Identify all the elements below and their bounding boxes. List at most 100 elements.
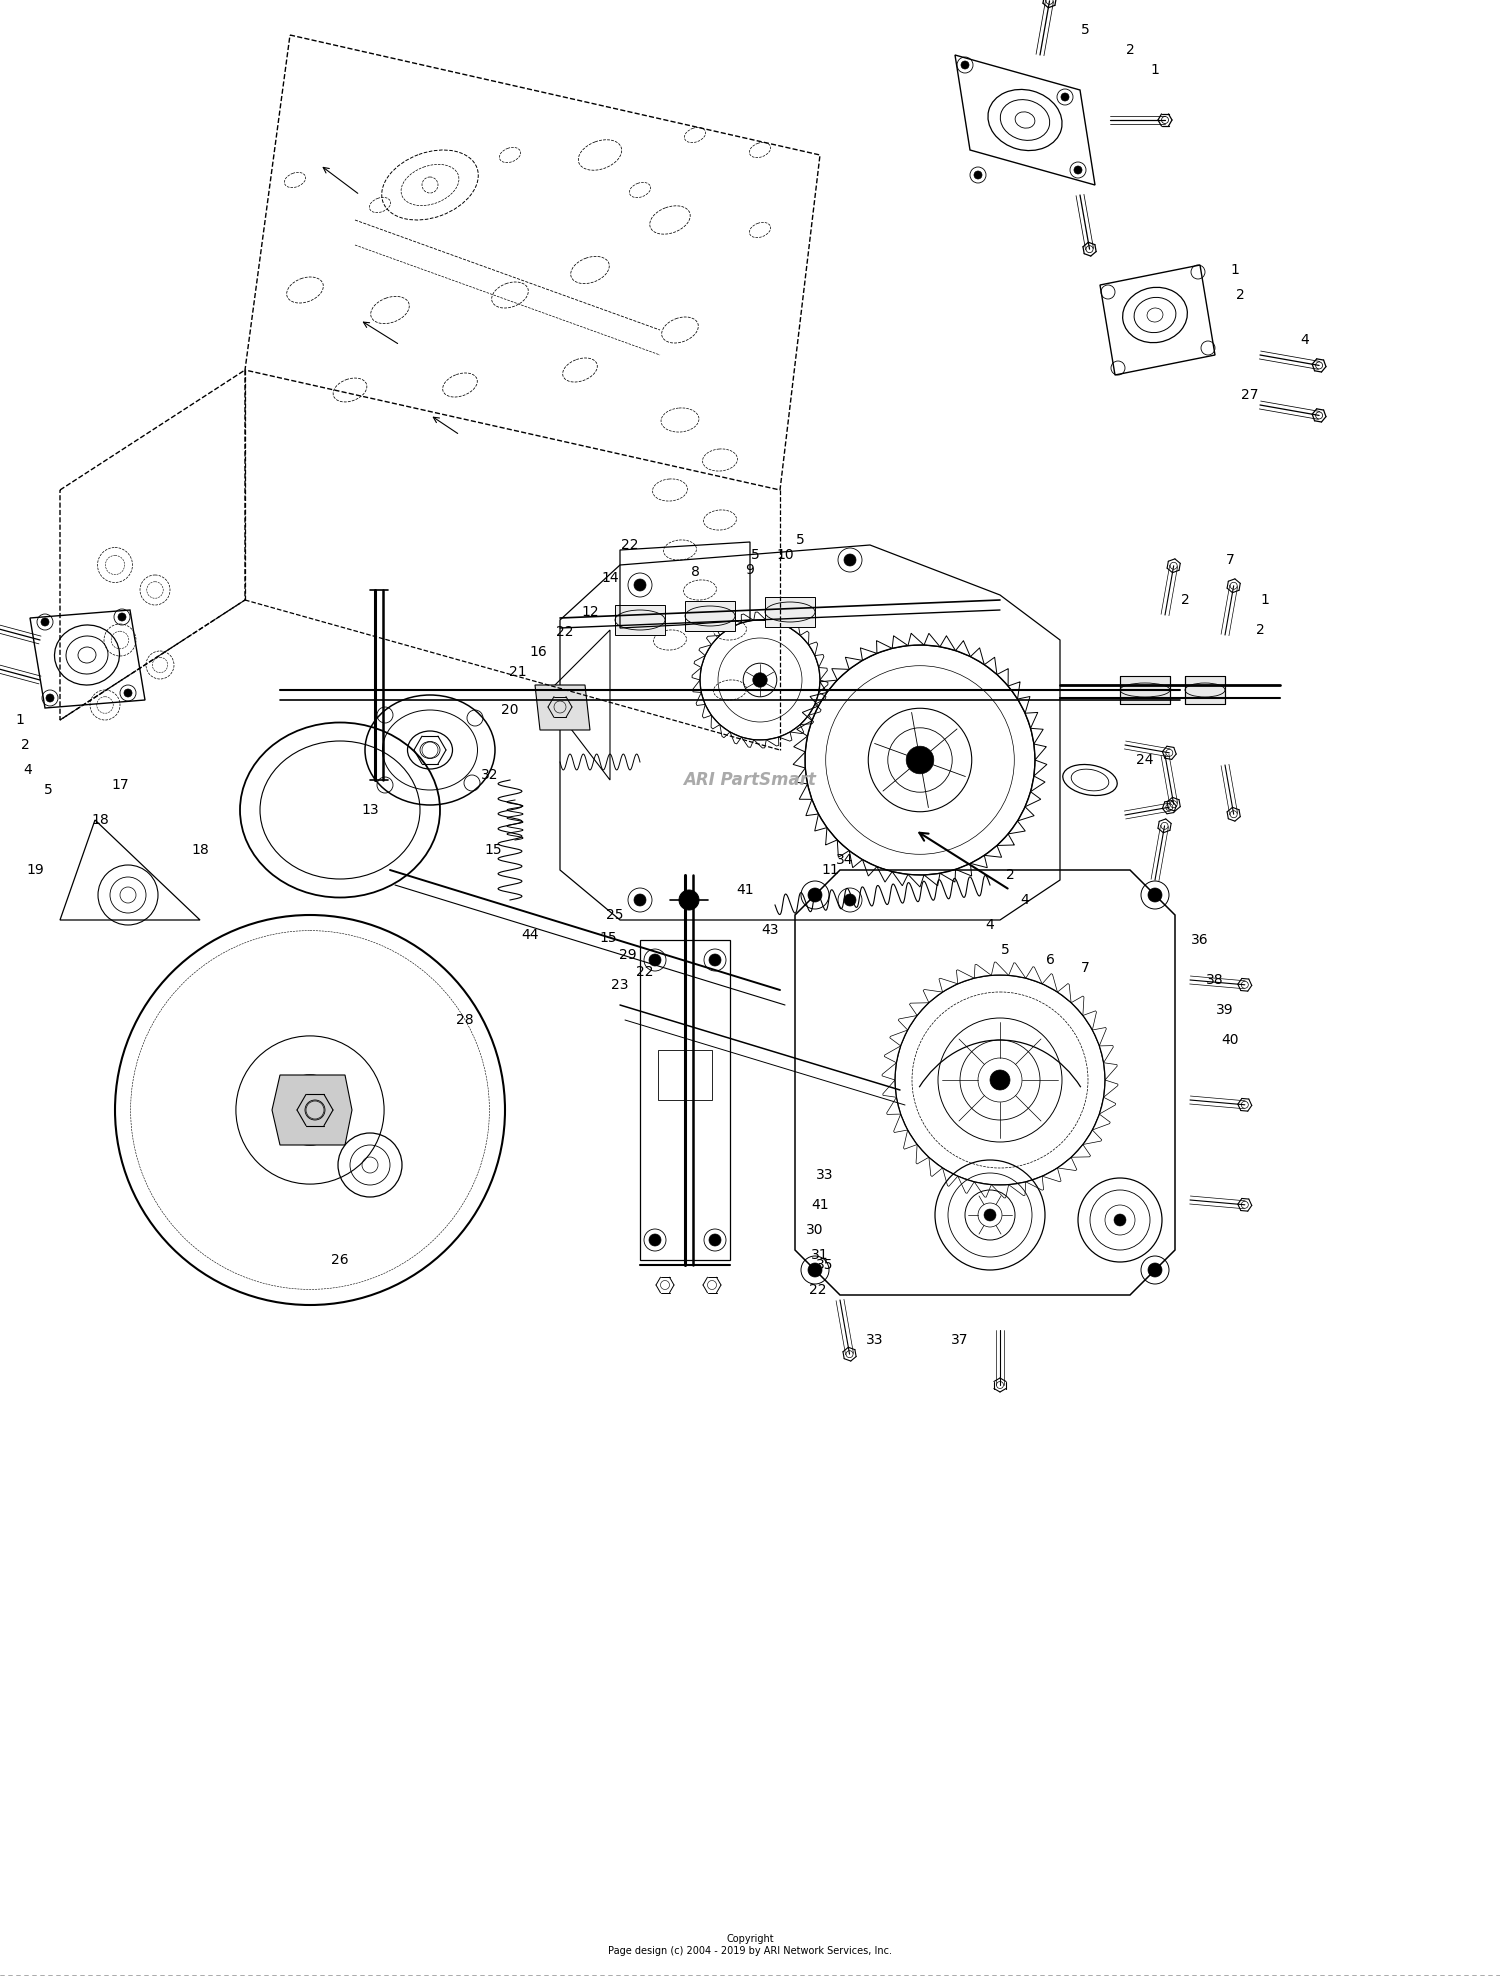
Text: 41: 41 xyxy=(812,1199,830,1213)
Text: 31: 31 xyxy=(812,1249,830,1262)
Polygon shape xyxy=(272,1076,352,1145)
Text: 27: 27 xyxy=(1242,387,1258,403)
Text: 22: 22 xyxy=(621,538,639,552)
Text: 9: 9 xyxy=(746,564,754,578)
Text: 35: 35 xyxy=(816,1258,834,1272)
Text: 5: 5 xyxy=(1080,24,1089,38)
Text: 2: 2 xyxy=(1236,288,1245,302)
Text: 13: 13 xyxy=(362,804,380,818)
Circle shape xyxy=(710,955,722,967)
Text: 25: 25 xyxy=(606,907,624,921)
Circle shape xyxy=(650,1235,662,1247)
Circle shape xyxy=(40,617,50,625)
Circle shape xyxy=(808,887,822,901)
Text: 8: 8 xyxy=(690,566,699,580)
Text: 15: 15 xyxy=(484,844,502,858)
Text: 5: 5 xyxy=(750,548,759,562)
Circle shape xyxy=(294,1094,326,1125)
Text: 40: 40 xyxy=(1221,1032,1239,1046)
Text: 2: 2 xyxy=(1256,623,1264,637)
Text: 26: 26 xyxy=(332,1253,350,1266)
Text: 6: 6 xyxy=(1046,953,1054,967)
Text: 24: 24 xyxy=(1137,752,1154,766)
Circle shape xyxy=(680,889,699,909)
Text: 5: 5 xyxy=(795,534,804,548)
Polygon shape xyxy=(765,597,814,627)
Text: 4: 4 xyxy=(986,917,994,933)
Text: 5: 5 xyxy=(44,782,52,798)
Text: 10: 10 xyxy=(776,548,794,562)
Text: 1: 1 xyxy=(1230,262,1239,278)
Text: 4: 4 xyxy=(1300,333,1310,347)
Circle shape xyxy=(808,1262,822,1276)
Circle shape xyxy=(1148,1262,1162,1276)
Text: 1: 1 xyxy=(1150,64,1160,77)
Text: 18: 18 xyxy=(92,814,110,828)
Circle shape xyxy=(46,695,54,703)
Text: 7: 7 xyxy=(1226,554,1234,568)
Text: 38: 38 xyxy=(1206,973,1224,987)
Text: 33: 33 xyxy=(816,1167,834,1181)
Circle shape xyxy=(1074,167,1082,175)
Text: 16: 16 xyxy=(530,645,548,659)
Text: 18: 18 xyxy=(190,844,208,858)
Text: 2: 2 xyxy=(1005,867,1014,881)
Text: ARI PartSmart: ARI PartSmart xyxy=(684,770,816,788)
Circle shape xyxy=(634,893,646,905)
Text: 14: 14 xyxy=(602,572,619,586)
Text: 12: 12 xyxy=(580,605,598,619)
Text: 4: 4 xyxy=(24,762,33,776)
Circle shape xyxy=(974,171,982,179)
Polygon shape xyxy=(1120,677,1170,705)
Circle shape xyxy=(844,893,856,905)
Circle shape xyxy=(1114,1215,1126,1227)
Circle shape xyxy=(984,1209,996,1221)
Text: 1: 1 xyxy=(1260,594,1269,607)
Text: 29: 29 xyxy=(620,949,638,963)
Text: 21: 21 xyxy=(509,665,526,679)
Circle shape xyxy=(118,613,126,621)
Text: 11: 11 xyxy=(821,863,839,877)
Polygon shape xyxy=(1185,677,1225,705)
Text: 2: 2 xyxy=(21,738,30,752)
Text: 22: 22 xyxy=(810,1282,826,1296)
Circle shape xyxy=(753,673,766,687)
Text: 41: 41 xyxy=(736,883,754,897)
Text: 22: 22 xyxy=(556,625,573,639)
Polygon shape xyxy=(615,605,664,635)
Circle shape xyxy=(650,955,662,967)
Text: 17: 17 xyxy=(111,778,129,792)
Text: 19: 19 xyxy=(26,863,44,877)
Circle shape xyxy=(906,746,934,774)
Circle shape xyxy=(634,580,646,592)
Circle shape xyxy=(990,1070,1010,1090)
Text: 32: 32 xyxy=(482,768,498,782)
Text: 2: 2 xyxy=(1125,44,1134,58)
Text: 22: 22 xyxy=(636,965,654,979)
Polygon shape xyxy=(536,685,590,730)
Text: 30: 30 xyxy=(807,1223,824,1237)
Text: 39: 39 xyxy=(1216,1002,1234,1016)
Text: 7: 7 xyxy=(1080,961,1089,975)
Text: 37: 37 xyxy=(951,1334,969,1348)
Text: 43: 43 xyxy=(760,923,778,937)
Circle shape xyxy=(1060,93,1070,101)
Text: 34: 34 xyxy=(837,854,854,867)
Circle shape xyxy=(844,554,856,566)
Text: 28: 28 xyxy=(456,1012,474,1026)
Text: 33: 33 xyxy=(867,1334,883,1348)
Text: 2: 2 xyxy=(1180,594,1190,607)
Text: 4: 4 xyxy=(1020,893,1029,907)
Text: 1: 1 xyxy=(15,713,24,727)
Text: 20: 20 xyxy=(501,703,519,717)
Text: 44: 44 xyxy=(522,929,538,943)
Polygon shape xyxy=(686,601,735,631)
Circle shape xyxy=(710,1235,722,1247)
Circle shape xyxy=(124,689,132,697)
Circle shape xyxy=(1148,887,1162,901)
Text: 5: 5 xyxy=(1000,943,1010,957)
Circle shape xyxy=(962,62,969,69)
Text: Copyright
Page design (c) 2004 - 2019 by ARI Network Services, Inc.: Copyright Page design (c) 2004 - 2019 by… xyxy=(608,1933,892,1955)
Text: 15: 15 xyxy=(598,931,616,945)
Text: 36: 36 xyxy=(1191,933,1209,947)
